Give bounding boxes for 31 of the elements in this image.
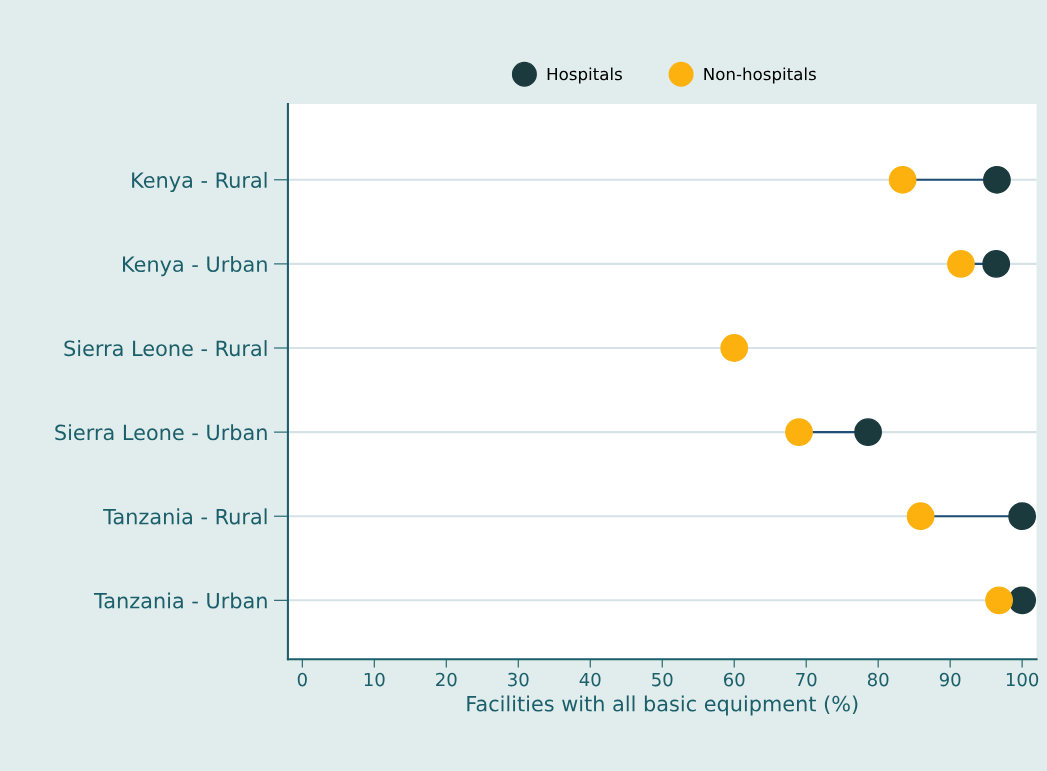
point: [982, 250, 1011, 278]
x-tick-label: 70: [796, 672, 817, 687]
x-tick-label: 10: [364, 672, 385, 687]
legend-label: Hospitals: [547, 67, 622, 84]
x-tick-label: 90: [939, 672, 961, 687]
point: [906, 502, 935, 531]
y-tick-label: Kenya - Rural: [132, 171, 267, 193]
point: [1008, 586, 1037, 615]
y-tick-label: Kenya - Urban: [123, 255, 267, 277]
point: [854, 418, 882, 447]
y-tick-label: Sierra Leone - Rural: [64, 340, 267, 357]
x-tick-label: 40: [579, 672, 601, 687]
y-tick-label: Tanzania - Rural: [103, 508, 267, 525]
x-tick-label: 100: [1006, 672, 1039, 687]
point: [983, 165, 1011, 194]
x-axis-title: Facilities with all basic equipment (%): [467, 695, 858, 716]
point: [888, 165, 917, 194]
x-tick-label: 50: [652, 672, 673, 687]
y-tick-label: Sierra Leone - Urban: [55, 424, 267, 441]
x-tick-label: 20: [436, 672, 457, 687]
x-tick-label: 0: [297, 672, 307, 687]
y-tick-label: Tanzania - Urban: [93, 592, 267, 609]
point: [985, 586, 1013, 615]
point: [785, 418, 813, 447]
legend-label: Non-hospitals: [704, 67, 816, 84]
point: [1008, 502, 1037, 531]
x-tick-label: 30: [508, 672, 529, 687]
x-tick-label: 80: [867, 672, 889, 687]
point: [720, 334, 749, 362]
point: [947, 250, 975, 278]
x-tick-label: 60: [723, 672, 745, 687]
